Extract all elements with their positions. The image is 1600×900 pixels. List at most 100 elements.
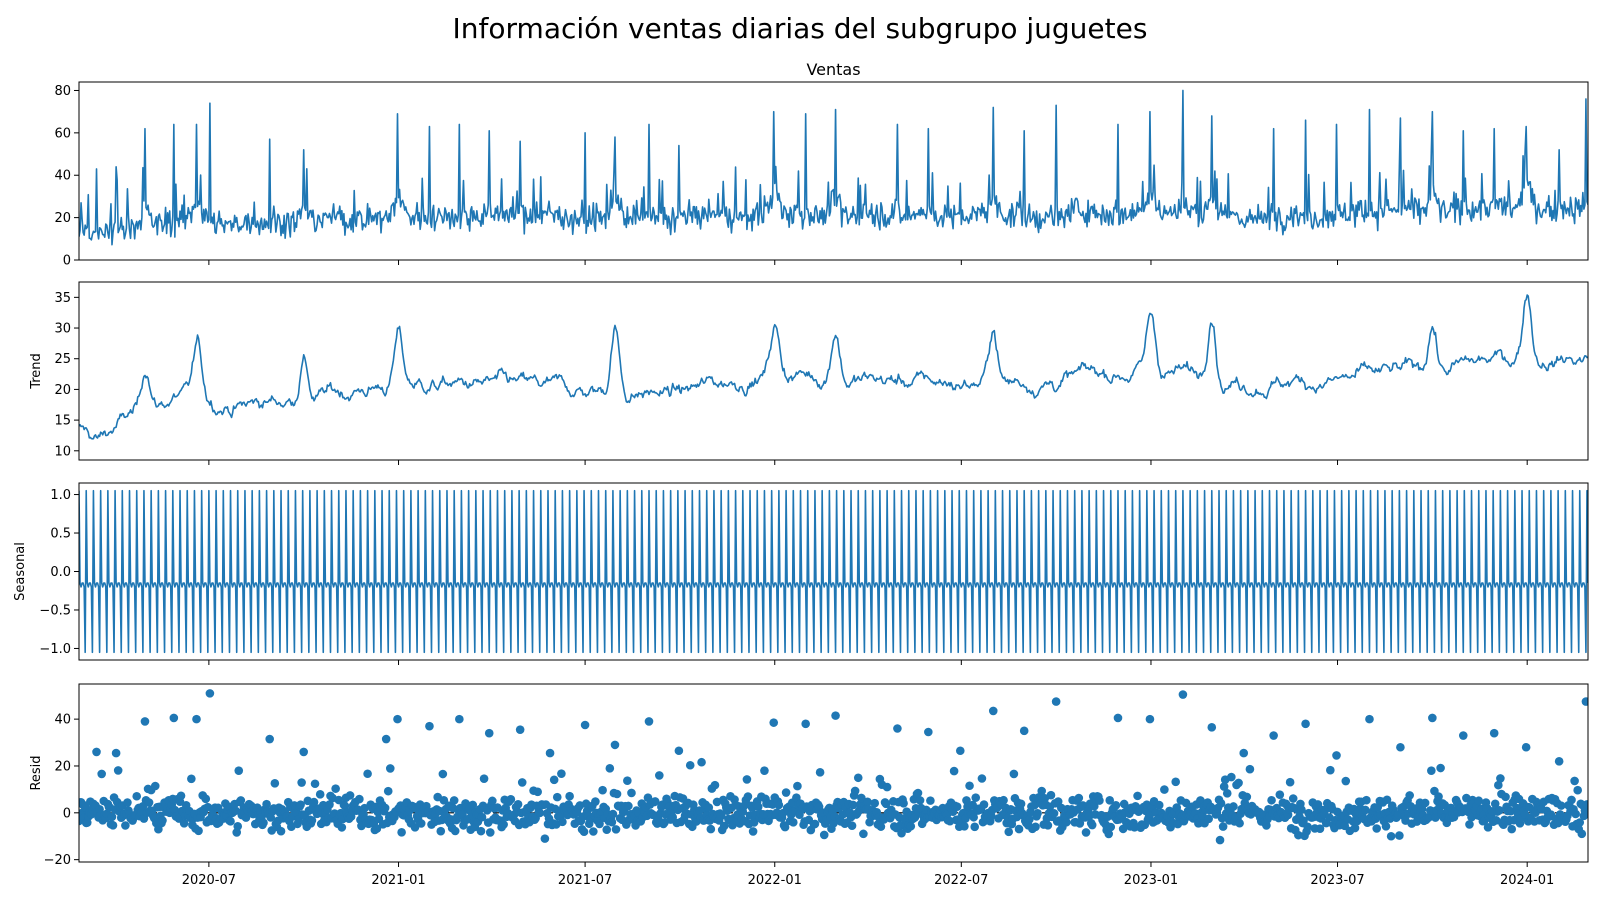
resid-point	[915, 796, 925, 805]
resid-point	[499, 820, 508, 829]
x-tick-label: 2023-01	[1124, 873, 1178, 888]
resid-point	[876, 822, 886, 831]
resid-point	[436, 826, 446, 836]
resid-point	[1062, 817, 1071, 827]
resid-point	[385, 764, 395, 773]
resid-point	[1571, 809, 1580, 819]
resid-point	[655, 771, 664, 780]
axes-frame	[78, 81, 1589, 261]
resid-point	[1381, 821, 1391, 831]
y-tick-label: −0.5	[39, 603, 71, 618]
resid-point	[1554, 756, 1564, 766]
resid-point	[455, 714, 464, 724]
resid-point	[1299, 816, 1308, 825]
y-tick-label: 30	[54, 322, 71, 337]
resid-point	[132, 791, 142, 801]
resid-point	[814, 802, 824, 811]
resid-point	[881, 799, 891, 809]
resid-point	[1294, 830, 1303, 840]
resid-point	[610, 740, 620, 750]
resid-point	[815, 768, 825, 777]
resid-point	[792, 793, 801, 803]
resid-point	[372, 824, 382, 833]
resid-point	[1556, 801, 1566, 810]
resid-point	[1218, 822, 1228, 831]
resid-point	[924, 727, 933, 737]
resid-point	[769, 718, 779, 727]
resid-point	[477, 812, 487, 822]
resid-point	[479, 774, 489, 783]
resid-point	[558, 817, 567, 827]
axes-frame	[78, 482, 1589, 661]
resid-point	[1372, 824, 1381, 833]
resid-point	[719, 821, 729, 831]
resid-point	[1285, 777, 1295, 787]
resid-point	[591, 797, 600, 806]
resid-point	[810, 819, 820, 829]
resid-point	[92, 747, 101, 757]
y-tick-label: 25	[54, 352, 71, 367]
resid-point	[949, 766, 959, 776]
resid-point	[1239, 748, 1249, 758]
resid-point	[1567, 795, 1576, 805]
resid-point	[1386, 831, 1396, 841]
y-tick-label: 20	[54, 759, 71, 774]
resid-point	[325, 800, 334, 809]
resid-point	[1051, 697, 1061, 706]
resid-point	[355, 794, 364, 804]
y-tick-label: 40	[54, 713, 71, 728]
resid-point	[1154, 800, 1164, 810]
y-axis-label: Seasonal	[13, 542, 28, 601]
resid-point	[346, 812, 356, 821]
resid-point	[1216, 799, 1226, 808]
resid-point	[743, 792, 753, 801]
plot-area	[79, 489, 1588, 654]
resid-point	[1031, 822, 1040, 832]
panel-ventas: 0 20 40 60 80 Ventas	[54, 60, 1589, 269]
resid-point	[999, 795, 1008, 805]
resid-point	[262, 799, 271, 809]
resid-point	[1095, 796, 1104, 805]
resid-point	[650, 797, 660, 806]
resid-point	[439, 796, 449, 805]
resid-point	[192, 714, 201, 724]
resid-point	[1087, 820, 1097, 830]
resid-point	[205, 689, 215, 698]
resid-point	[513, 800, 523, 809]
resid-point	[674, 746, 684, 756]
resid-point	[1104, 829, 1114, 839]
resid-point	[158, 816, 167, 825]
resid-point	[1395, 831, 1404, 840]
resid-point	[1382, 795, 1392, 805]
resid-point	[602, 825, 612, 834]
y-tick-label: 35	[54, 291, 71, 306]
resid-point	[397, 828, 406, 837]
resid-point	[380, 803, 390, 813]
resid-point	[1483, 823, 1493, 832]
y-tick-label: 0	[63, 254, 71, 269]
resid-point	[608, 809, 618, 819]
resid-point	[331, 784, 340, 793]
resid-point	[1269, 731, 1278, 740]
resid-point	[595, 819, 604, 829]
resid-point	[793, 781, 802, 791]
resid-point	[506, 795, 516, 804]
resid-point	[241, 813, 251, 822]
resid-point	[1396, 742, 1405, 752]
y-tick-label: −20	[44, 853, 71, 868]
resid-point	[1235, 818, 1244, 828]
resid-point	[310, 779, 320, 789]
resid-point	[345, 791, 355, 800]
resid-point	[859, 829, 868, 839]
resid-point	[955, 746, 965, 756]
resid-point	[789, 818, 798, 827]
resid-point	[605, 764, 615, 773]
resid-point	[1362, 795, 1371, 805]
x-tick-label: 2020-07	[182, 873, 236, 888]
resid-point	[1341, 776, 1351, 786]
y-tick-label: −1.0	[39, 642, 71, 657]
resid-point	[438, 769, 448, 779]
resid-point	[111, 748, 121, 758]
resid-point	[969, 812, 978, 822]
resid-point	[315, 790, 325, 799]
